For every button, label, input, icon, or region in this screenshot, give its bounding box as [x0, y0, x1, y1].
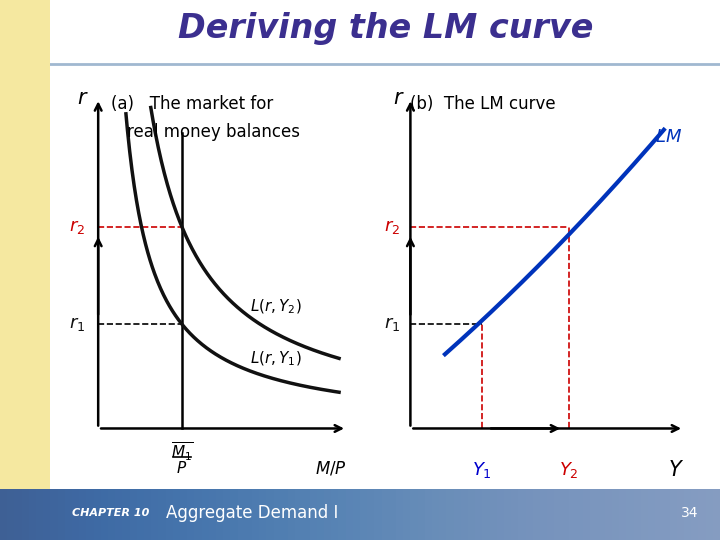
Text: (b)  The LM curve: (b) The LM curve — [410, 95, 556, 113]
Text: $r$: $r$ — [76, 89, 89, 109]
Text: $\overline{M_1}$: $\overline{M_1}$ — [171, 441, 193, 463]
Text: $Y_1$: $Y_1$ — [472, 460, 492, 480]
Text: $P$: $P$ — [176, 461, 187, 476]
Text: (a)   The market for: (a) The market for — [112, 95, 274, 113]
Text: $L\left(r, \mathit{Y_2}\right)$: $L\left(r, \mathit{Y_2}\right)$ — [250, 298, 302, 316]
Text: $r_1$: $r_1$ — [384, 315, 400, 333]
Text: real money balances: real money balances — [127, 123, 300, 141]
Text: $r$: $r$ — [393, 89, 405, 109]
Text: Deriving the LM curve: Deriving the LM curve — [178, 12, 593, 45]
Text: $r_2$: $r_2$ — [384, 218, 400, 236]
Text: $Y_2$: $Y_2$ — [559, 460, 579, 480]
Text: $LM$: $LM$ — [655, 127, 683, 146]
Text: $Y$: $Y$ — [668, 460, 684, 480]
Text: $M/P$: $M/P$ — [315, 460, 347, 478]
Text: 34: 34 — [681, 507, 698, 521]
Text: Aggregate Demand I: Aggregate Demand I — [166, 504, 338, 522]
Text: $r_2$: $r_2$ — [69, 218, 85, 236]
Text: $L\left(r, \mathit{Y_1}\right)$: $L\left(r, \mathit{Y_1}\right)$ — [250, 350, 302, 368]
Text: CHAPTER 10: CHAPTER 10 — [72, 508, 149, 518]
Text: $r_1$: $r_1$ — [69, 315, 85, 333]
